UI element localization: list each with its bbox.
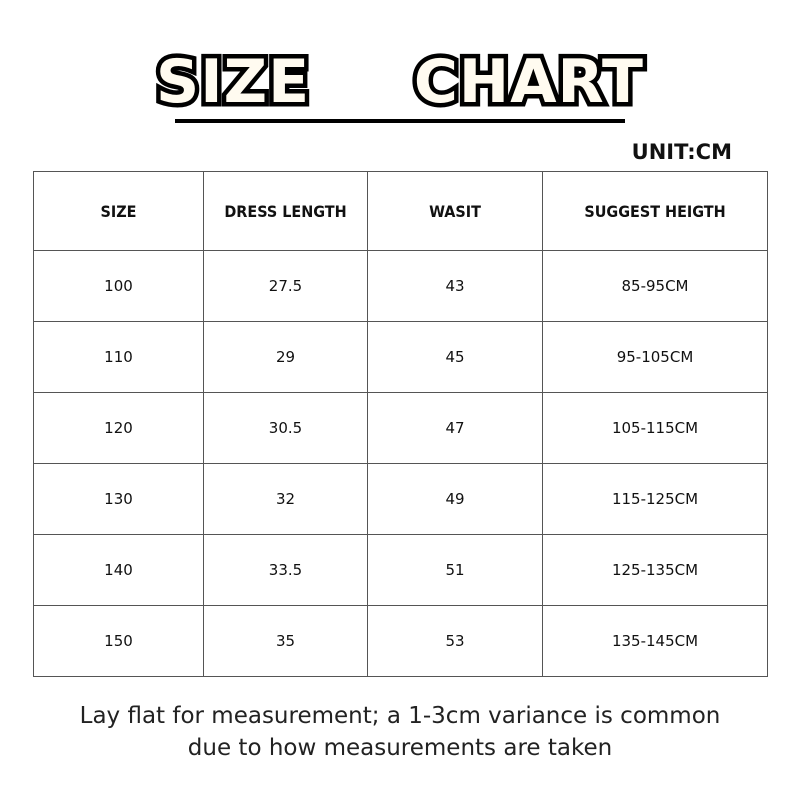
cell-size: 130 [33,463,204,535]
cell-suggest-height: 85-95CM [542,250,768,322]
page-title: SIZE CHART [0,42,800,122]
cell-waist: 49 [367,463,543,535]
cell-suggest-height: 95-105CM [542,321,768,393]
table-header-row: SIZE DRESS LENGTH WASIT SUGGEST HEIGTH [33,171,768,251]
cell-suggest-height: 125-135CM [542,534,768,606]
measurement-note: Lay flat for measurement; a 1-3cm varian… [0,700,800,764]
note-line-1: Lay flat for measurement; a 1-3cm varian… [79,703,721,729]
cell-dress-length: 32 [203,463,368,535]
header-suggest-height: SUGGEST HEIGTH [542,171,768,251]
cell-dress-length: 33.5 [203,534,368,606]
cell-dress-length: 29 [203,321,368,393]
cell-waist: 45 [367,321,543,393]
cell-waist: 47 [367,392,543,464]
cell-waist: 43 [367,250,543,322]
cell-dress-length: 35 [203,605,368,677]
cell-size: 110 [33,321,204,393]
cell-suggest-height: 115-125CM [542,463,768,535]
cell-size: 150 [33,605,204,677]
table-row: 130 32 49 115-125CM [33,463,768,535]
cell-dress-length: 27.5 [203,250,368,322]
table-row: 150 35 53 135-145CM [33,605,768,677]
title-word-chart: CHART [409,43,647,122]
cell-size: 120 [33,392,204,464]
header-dress-length: DRESS LENGTH [203,171,368,251]
cell-size: 140 [33,534,204,606]
cell-waist: 53 [367,605,543,677]
table-row: 110 29 45 95-105CM [33,321,768,393]
cell-suggest-height: 105-115CM [542,392,768,464]
unit-label: UNIT:CM [631,140,732,164]
cell-suggest-height: 135-145CM [542,605,768,677]
size-table: SIZE DRESS LENGTH WASIT SUGGEST HEIGTH 1… [33,171,768,677]
header-size: SIZE [33,171,204,251]
cell-size: 100 [33,250,204,322]
title-underline [175,119,625,123]
cell-waist: 51 [367,534,543,606]
header-waist: WASIT [367,171,543,251]
note-line-2: due to how measurements are taken [187,735,613,761]
table-row: 100 27.5 43 85-95CM [33,250,768,322]
title-word-size: SIZE [152,43,314,122]
cell-dress-length: 30.5 [203,392,368,464]
table-row: 140 33.5 51 125-135CM [33,534,768,606]
table-row: 120 30.5 47 105-115CM [33,392,768,464]
